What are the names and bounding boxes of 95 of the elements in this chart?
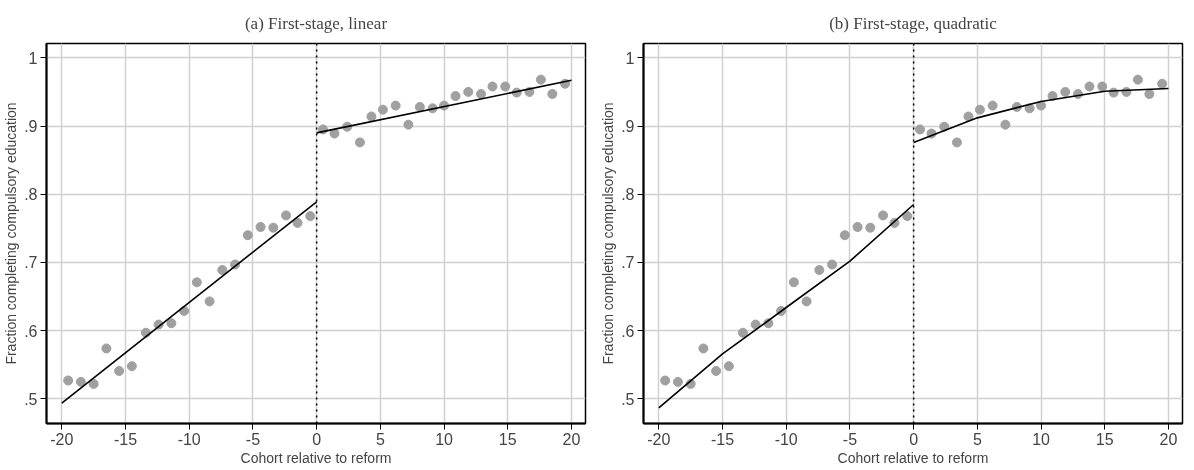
x-tick-label: -20: [647, 430, 671, 448]
point: [414, 101, 425, 112]
point: [1036, 100, 1047, 111]
point: [723, 361, 734, 372]
y-tick-label: .6: [621, 322, 635, 340]
point: [1132, 74, 1143, 85]
point: [292, 217, 303, 228]
x-tick-label: 10: [435, 430, 454, 448]
point: [939, 121, 950, 132]
point: [878, 210, 889, 221]
point: [500, 81, 511, 92]
point: [63, 375, 74, 386]
point: [268, 222, 279, 233]
x-tick-label: 15: [1095, 430, 1114, 448]
x-axis-title: Cohort relative to reform: [240, 449, 392, 466]
chart-title: (a) First-stage, linear: [244, 13, 388, 33]
point: [814, 265, 825, 275]
point: [126, 361, 137, 372]
point: [974, 104, 985, 115]
point: [75, 376, 86, 387]
x-tick-label: -10: [177, 430, 201, 448]
point: [242, 230, 253, 241]
point: [750, 319, 761, 330]
point: [902, 211, 913, 222]
point: [191, 277, 202, 288]
point: [1097, 81, 1108, 92]
point: [114, 365, 125, 376]
point: [329, 128, 340, 139]
y-tick-label: .8: [621, 186, 635, 204]
x-axis-title: Cohort relative to reform: [837, 449, 989, 466]
x-tick-label: 5: [972, 430, 982, 448]
x-tick-label: 0: [312, 430, 322, 448]
point: [827, 259, 838, 270]
point: [1060, 86, 1071, 97]
y-tick-label: .5: [24, 390, 38, 408]
y-tick-label: .6: [24, 322, 38, 340]
point: [101, 343, 112, 354]
point: [377, 104, 388, 115]
y-tick-label: .8: [24, 186, 38, 204]
point: [660, 375, 671, 386]
x-tick-label: 20: [1159, 430, 1178, 448]
point: [672, 376, 683, 387]
y-axis-title: Fraction completing compulsory education: [600, 102, 617, 365]
x-tick-label: 5: [375, 430, 385, 448]
point: [788, 277, 799, 288]
point: [963, 111, 974, 122]
x-tick-label: -5: [245, 430, 261, 448]
chart-title: (b) First-stage, quadratic: [829, 13, 998, 33]
point: [281, 210, 292, 221]
point: [711, 365, 722, 376]
point: [305, 211, 316, 222]
point: [951, 137, 962, 148]
point: [1000, 119, 1011, 130]
point: [204, 296, 215, 307]
point: [1084, 81, 1095, 92]
point: [865, 222, 876, 233]
point: [463, 86, 474, 97]
point: [403, 119, 414, 130]
point: [255, 222, 266, 233]
x-tick-label: -20: [50, 430, 74, 448]
y-tick-label: .7: [621, 254, 635, 272]
point: [88, 378, 99, 389]
point: [476, 88, 487, 99]
point: [366, 111, 377, 122]
point: [450, 91, 461, 102]
y-tick-label: .9: [621, 118, 635, 136]
point: [1157, 78, 1168, 89]
point: [915, 124, 926, 135]
y-axis-title: Fraction completing compulsory education: [3, 102, 20, 365]
point: [487, 81, 498, 92]
point: [547, 88, 558, 99]
point: [166, 318, 177, 329]
point: [217, 265, 228, 275]
point: [698, 343, 709, 354]
x-tick-label: 15: [498, 430, 517, 448]
x-tick-label: -15: [710, 430, 735, 448]
point: [354, 137, 365, 148]
x-tick-label: -15: [113, 430, 138, 448]
y-tick-label: .7: [24, 254, 38, 272]
x-tick-label: -10: [774, 430, 798, 448]
point: [535, 74, 546, 85]
y-tick-label: .5: [621, 390, 635, 408]
x-tick-label: -5: [842, 430, 858, 448]
point: [390, 100, 401, 111]
x-tick-label: 20: [562, 430, 581, 448]
y-tick-label: 1: [625, 49, 635, 67]
x-tick-label: 10: [1032, 430, 1051, 448]
point: [839, 230, 850, 241]
y-tick-label: .9: [24, 118, 38, 136]
point: [801, 296, 812, 307]
y-tick-label: 1: [28, 49, 38, 67]
point: [987, 100, 998, 111]
point: [737, 327, 748, 338]
point: [852, 222, 863, 233]
x-tick-label: 0: [909, 430, 919, 448]
